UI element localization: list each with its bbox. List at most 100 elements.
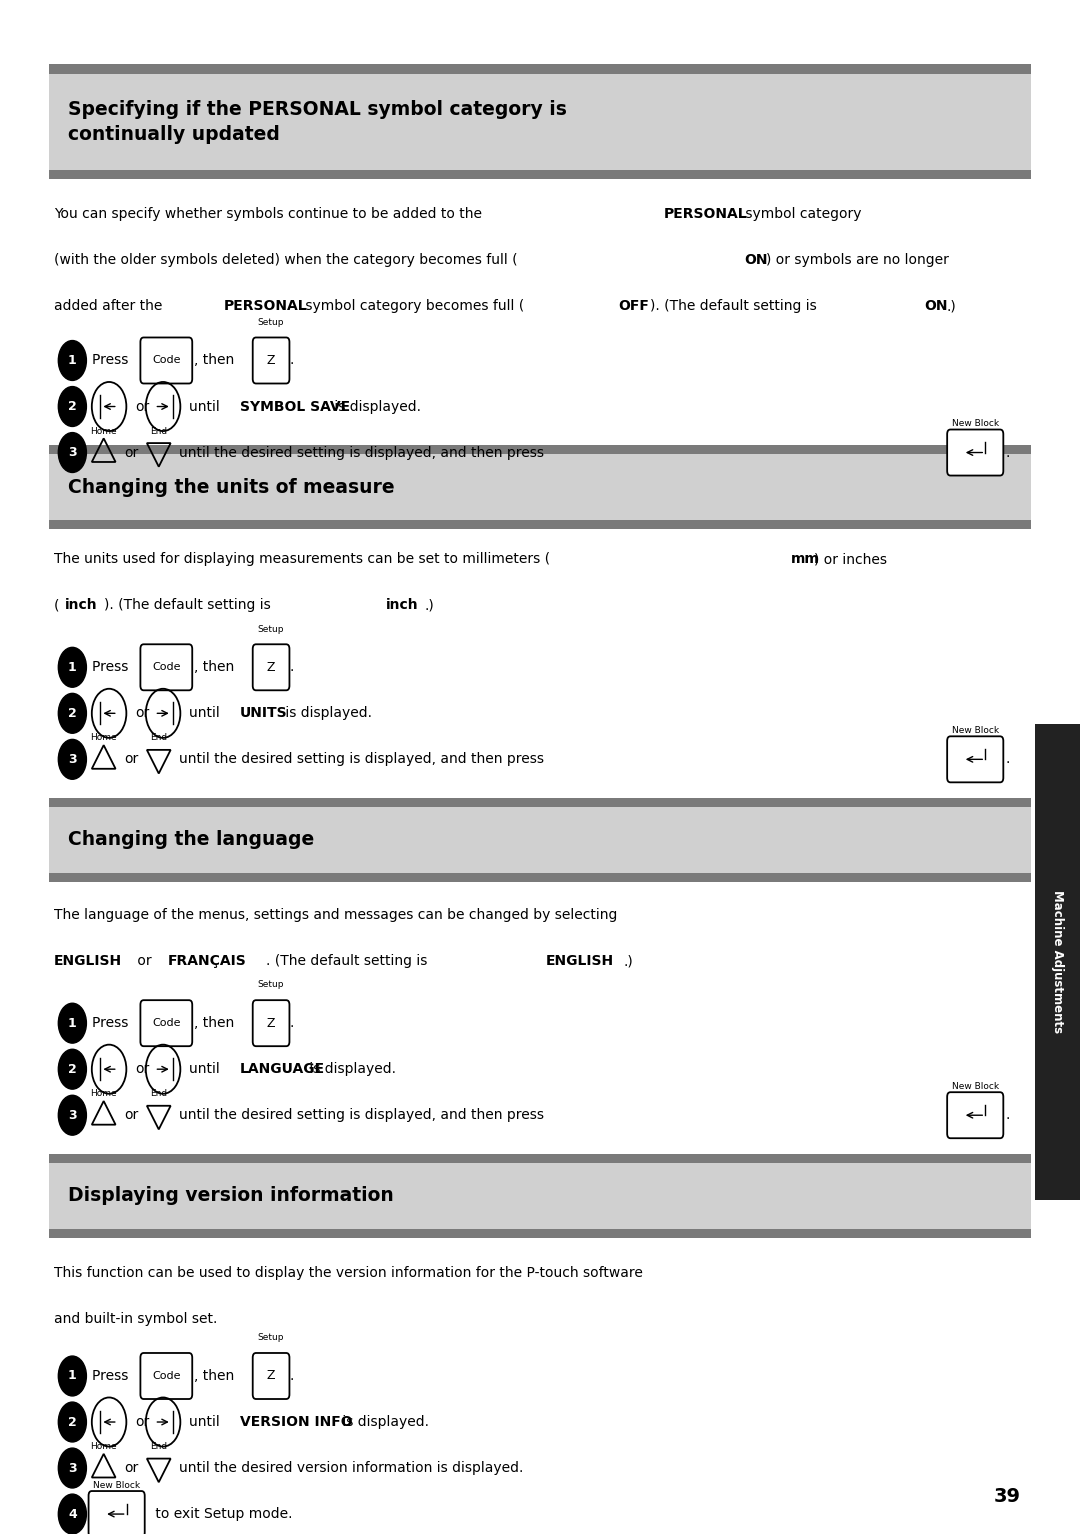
FancyBboxPatch shape (140, 337, 192, 384)
FancyBboxPatch shape (49, 520, 1031, 529)
Circle shape (58, 433, 86, 472)
Circle shape (58, 1494, 86, 1534)
Text: New Block: New Block (951, 419, 999, 428)
Text: ON: ON (744, 253, 768, 267)
Text: New Block: New Block (93, 1480, 140, 1490)
Text: The units used for displaying measurements can be set to millimeters (: The units used for displaying measuremen… (54, 552, 550, 566)
Text: New Block: New Block (951, 726, 999, 735)
Text: Press: Press (92, 1016, 133, 1031)
Text: End: End (150, 1089, 167, 1098)
Text: until the desired setting is displayed, and then press: until the desired setting is displayed, … (179, 752, 549, 767)
Text: 2: 2 (68, 707, 77, 719)
Text: Code: Code (152, 356, 180, 365)
Text: ON: ON (924, 299, 948, 313)
Text: is displayed.: is displayed. (330, 399, 421, 414)
Text: , then: , then (194, 1368, 239, 1384)
Text: Setup: Setup (258, 318, 284, 327)
Text: You can specify whether symbols continue to be added to the: You can specify whether symbols continue… (54, 207, 486, 221)
Text: , then: , then (194, 353, 239, 368)
Text: or: or (135, 1062, 149, 1077)
Text: OFF: OFF (618, 299, 649, 313)
Text: (with the older symbols deleted) when the category becomes full (: (with the older symbols deleted) when th… (54, 253, 517, 267)
Text: symbol category: symbol category (741, 207, 862, 221)
FancyBboxPatch shape (49, 170, 1031, 179)
FancyBboxPatch shape (49, 74, 1031, 170)
Text: LANGUAGE: LANGUAGE (240, 1062, 325, 1077)
Text: 1: 1 (68, 354, 77, 367)
Text: FRANÇAIS: FRANÇAIS (167, 954, 246, 968)
Text: SYMBOL SAVE: SYMBOL SAVE (240, 399, 350, 414)
Text: ENGLISH: ENGLISH (545, 954, 613, 968)
FancyBboxPatch shape (49, 445, 1031, 454)
Text: Press: Press (92, 353, 133, 368)
Text: Changing the units of measure: Changing the units of measure (68, 477, 394, 497)
Circle shape (58, 341, 86, 380)
Text: .: . (289, 353, 294, 368)
Text: Home: Home (91, 1442, 117, 1451)
Text: This function can be used to display the version information for the P-touch sof: This function can be used to display the… (54, 1266, 643, 1279)
FancyBboxPatch shape (49, 1229, 1031, 1238)
Text: 39: 39 (994, 1488, 1021, 1506)
FancyBboxPatch shape (1035, 724, 1080, 1200)
Text: Setup: Setup (258, 1333, 284, 1342)
Text: added after the: added after the (54, 299, 166, 313)
Text: .: . (289, 1016, 294, 1031)
Text: PERSONAL: PERSONAL (224, 299, 307, 313)
FancyBboxPatch shape (49, 873, 1031, 882)
Text: mm: mm (791, 552, 820, 566)
Text: , then: , then (194, 1016, 239, 1031)
Text: Press: Press (92, 1368, 133, 1384)
FancyBboxPatch shape (947, 1092, 1003, 1138)
Circle shape (58, 739, 86, 779)
Text: until the desired version information is displayed.: until the desired version information is… (179, 1460, 524, 1476)
Text: .): .) (946, 299, 956, 313)
Text: until: until (189, 1414, 225, 1430)
Text: 3: 3 (68, 1109, 77, 1121)
Circle shape (58, 1095, 86, 1135)
Text: 2: 2 (68, 1416, 77, 1428)
Circle shape (58, 693, 86, 733)
Text: Code: Code (152, 1019, 180, 1028)
FancyBboxPatch shape (253, 337, 289, 384)
Text: until: until (189, 399, 225, 414)
Text: Setup: Setup (258, 624, 284, 634)
FancyBboxPatch shape (49, 64, 1031, 74)
Text: 3: 3 (68, 446, 77, 459)
Text: until the desired setting is displayed, and then press: until the desired setting is displayed, … (179, 445, 549, 460)
Text: .): .) (623, 954, 633, 968)
FancyBboxPatch shape (947, 736, 1003, 782)
Text: Z: Z (267, 1017, 275, 1029)
Text: UNITS: UNITS (240, 706, 287, 721)
Text: is displayed.: is displayed. (281, 706, 372, 721)
Text: or: or (124, 445, 138, 460)
FancyBboxPatch shape (140, 1353, 192, 1399)
Text: PERSONAL: PERSONAL (664, 207, 747, 221)
FancyBboxPatch shape (253, 1353, 289, 1399)
Text: 2: 2 (68, 1063, 77, 1075)
Text: Machine Adjustments: Machine Adjustments (1051, 890, 1064, 1034)
Text: ENGLISH: ENGLISH (54, 954, 122, 968)
Text: . (The default setting is: . (The default setting is (266, 954, 431, 968)
Text: Home: Home (91, 733, 117, 742)
Circle shape (58, 1356, 86, 1396)
Text: Home: Home (91, 1089, 117, 1098)
Text: ) or symbols are no longer: ) or symbols are no longer (766, 253, 948, 267)
Text: to exit Setup mode.: to exit Setup mode. (151, 1506, 293, 1522)
Text: .: . (289, 660, 294, 675)
Text: or: or (124, 1108, 138, 1123)
FancyBboxPatch shape (49, 807, 1031, 873)
Text: or: or (135, 399, 149, 414)
Text: , then: , then (194, 660, 239, 675)
Text: ) or inches: ) or inches (814, 552, 888, 566)
Text: 1: 1 (68, 1017, 77, 1029)
Text: Press: Press (92, 660, 133, 675)
Text: End: End (150, 426, 167, 436)
FancyBboxPatch shape (140, 1000, 192, 1046)
Circle shape (58, 1003, 86, 1043)
Circle shape (58, 1448, 86, 1488)
FancyBboxPatch shape (89, 1491, 145, 1534)
Text: or: or (124, 752, 138, 767)
Text: End: End (150, 1442, 167, 1451)
Text: Code: Code (152, 1371, 180, 1381)
Text: New Block: New Block (951, 1081, 999, 1091)
